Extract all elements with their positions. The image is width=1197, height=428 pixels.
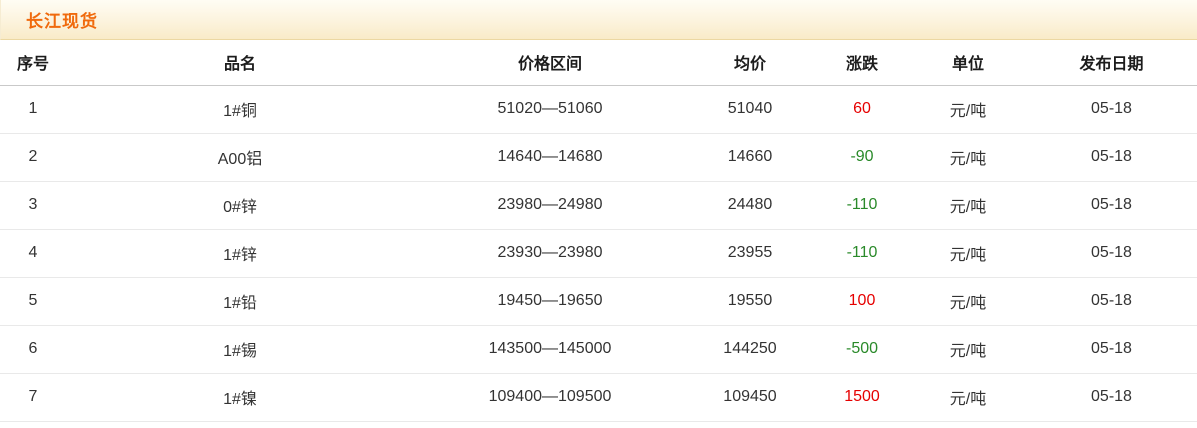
table-row: 6 1#锡 143500—145000 144250 -500 元/吨 05-18	[0, 325, 1197, 374]
table-header-row: 序号 品名 价格区间 均价 涨跌 单位 发布日期	[0, 40, 1197, 86]
column-header-range: 价格区间	[414, 40, 686, 86]
cell-avg: 109450	[686, 373, 814, 422]
cell-name: 1#锌	[66, 229, 414, 278]
table-row: 3 0#锌 23980—24980 24480 -110 元/吨 05-18	[0, 181, 1197, 230]
cell-unit: 元/吨	[910, 229, 1026, 278]
cell-unit: 元/吨	[910, 85, 1026, 134]
cell-avg: 24480	[686, 181, 814, 230]
section-header: 长江现货	[0, 0, 1197, 40]
cell-range: 51020—51060	[414, 85, 686, 134]
cell-change: -90	[814, 133, 910, 182]
table-row: 4 1#锌 23930—23980 23955 -110 元/吨 05-18	[0, 229, 1197, 278]
cell-name: A00铝	[66, 133, 414, 182]
column-header-date: 发布日期	[1026, 40, 1197, 86]
table-row: 2 A00铝 14640—14680 14660 -90 元/吨 05-18	[0, 133, 1197, 182]
cell-change: 1500	[814, 373, 910, 422]
cell-avg: 23955	[686, 229, 814, 278]
column-header-index: 序号	[0, 40, 66, 86]
cell-date: 05-18	[1026, 85, 1197, 134]
cell-range: 23980—24980	[414, 181, 686, 230]
cell-unit: 元/吨	[910, 373, 1026, 422]
cell-change: 100	[814, 277, 910, 326]
cell-name: 1#锡	[66, 325, 414, 374]
cell-change: -500	[814, 325, 910, 374]
cell-range: 19450—19650	[414, 277, 686, 326]
table-head: 序号 品名 价格区间 均价 涨跌 单位 发布日期	[0, 40, 1197, 86]
table-row: 1 1#铜 51020—51060 51040 60 元/吨 05-18	[0, 85, 1197, 134]
cell-index: 5	[0, 277, 66, 326]
cell-index: 3	[0, 181, 66, 230]
cell-change: 60	[814, 85, 910, 134]
table-row: 7 1#镍 109400—109500 109450 1500 元/吨 05-18	[0, 373, 1197, 422]
cell-unit: 元/吨	[910, 133, 1026, 182]
cell-range: 143500—145000	[414, 325, 686, 374]
cell-date: 05-18	[1026, 325, 1197, 374]
cell-range: 23930—23980	[414, 229, 686, 278]
cell-index: 7	[0, 373, 66, 422]
column-header-avg: 均价	[686, 40, 814, 86]
price-table: 序号 品名 价格区间 均价 涨跌 单位 发布日期 1 1#铜 51020—51060 51040 6…	[0, 40, 1197, 422]
column-header-change: 涨跌	[814, 40, 910, 86]
column-header-unit: 单位	[910, 40, 1026, 86]
cell-name: 1#镍	[66, 373, 414, 422]
cell-avg: 51040	[686, 85, 814, 134]
cell-unit: 元/吨	[910, 181, 1026, 230]
cell-name: 1#铅	[66, 277, 414, 326]
cell-range: 14640—14680	[414, 133, 686, 182]
cell-date: 05-18	[1026, 277, 1197, 326]
cell-date: 05-18	[1026, 229, 1197, 278]
cell-date: 05-18	[1026, 133, 1197, 182]
table-row: 5 1#铅 19450—19650 19550 100 元/吨 05-18	[0, 277, 1197, 326]
cell-date: 05-18	[1026, 181, 1197, 230]
cell-index: 1	[0, 85, 66, 134]
cell-unit: 元/吨	[910, 277, 1026, 326]
cell-index: 6	[0, 325, 66, 374]
table-body: 1 1#铜 51020—51060 51040 60 元/吨 05-18 2 A00铝 14640…	[0, 85, 1197, 422]
cell-index: 2	[0, 133, 66, 182]
column-header-name: 品名	[66, 40, 414, 86]
cell-range: 109400—109500	[414, 373, 686, 422]
cell-date: 05-18	[1026, 373, 1197, 422]
cell-avg: 144250	[686, 325, 814, 374]
cell-change: -110	[814, 229, 910, 278]
cell-change: -110	[814, 181, 910, 230]
cell-unit: 元/吨	[910, 325, 1026, 374]
cell-name: 0#锌	[66, 181, 414, 230]
cell-name: 1#铜	[66, 85, 414, 134]
cell-avg: 14660	[686, 133, 814, 182]
cell-avg: 19550	[686, 277, 814, 326]
section-title: 长江现货	[26, 12, 98, 31]
cell-index: 4	[0, 229, 66, 278]
